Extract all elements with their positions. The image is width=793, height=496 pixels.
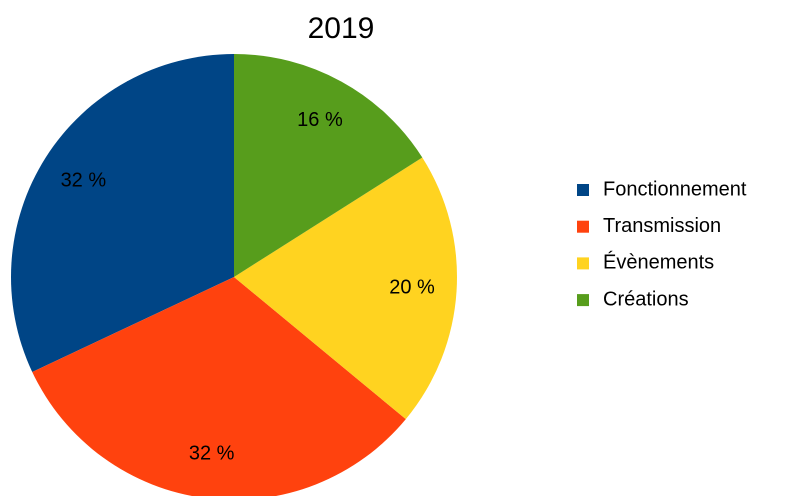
legend-swatch: [577, 257, 589, 270]
data-label: 32 %: [189, 442, 235, 464]
pie-slice: [10, 54, 234, 372]
pie-slice: [234, 54, 423, 277]
legend-swatch: [577, 220, 589, 233]
data-label: 16 %: [297, 109, 343, 131]
pie-slice: [32, 277, 406, 496]
chart-title: 2019: [308, 12, 375, 45]
data-label: 20 %: [389, 276, 435, 298]
legend-swatch: [577, 184, 589, 196]
legend-label: Transmission: [603, 215, 721, 237]
legend-label: Évènements: [603, 251, 714, 274]
legend-label: Créations: [603, 288, 689, 310]
data-label: 32 %: [61, 170, 107, 192]
pie-slice: [234, 157, 457, 420]
legend-label: Fonctionnement: [603, 178, 747, 200]
legend-swatch: [577, 294, 589, 307]
